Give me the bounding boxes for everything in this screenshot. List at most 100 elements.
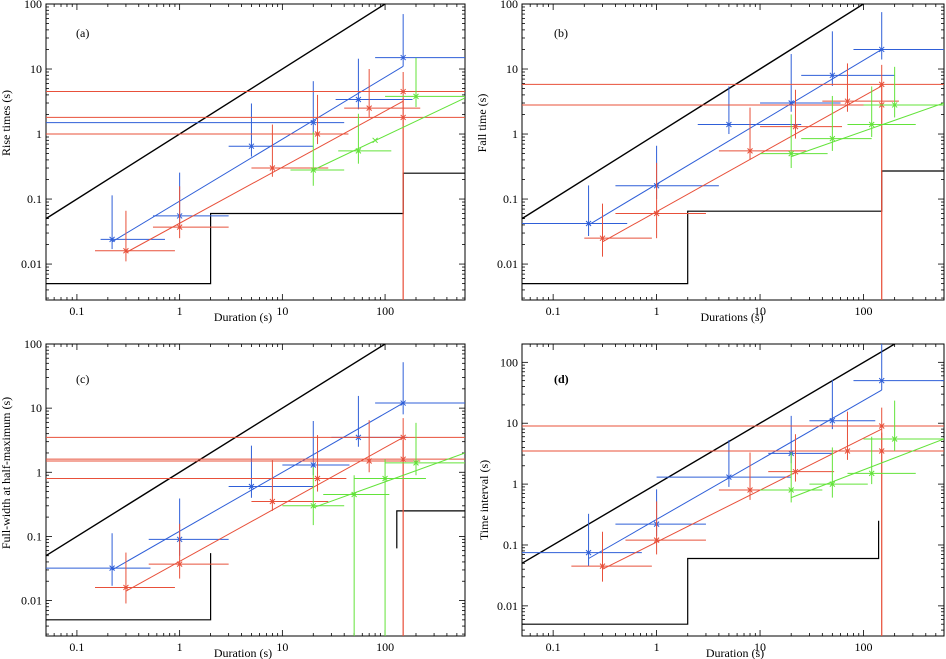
- point-marker: [355, 96, 362, 103]
- y-tick-label: 10: [30, 401, 42, 415]
- data-point: [697, 86, 802, 135]
- data-point: [615, 162, 706, 239]
- series-red: [46, 418, 465, 636]
- data-point: [95, 210, 175, 262]
- point-marker: [372, 137, 378, 144]
- data-point: [801, 95, 872, 151]
- y-tick-label: 0.01: [497, 599, 518, 613]
- panel-tag-b: (b): [554, 26, 568, 40]
- y-axis-label-d: Time interval (s): [477, 460, 491, 540]
- x-axis-label-c: Duration (s): [214, 646, 272, 659]
- point-marker: [400, 88, 407, 95]
- panel-a: Duration (s) Rise times (s) (a) 0.1 1 10 10…: [0, 0, 466, 324]
- reference-line: [522, 344, 897, 564]
- series-red: [46, 69, 465, 300]
- y-tick-label: 100: [500, 0, 518, 11]
- point-marker: [653, 537, 660, 544]
- point-marker: [123, 584, 129, 591]
- data-point: [863, 66, 944, 118]
- fit-line: [602, 428, 882, 570]
- fit-line: [313, 452, 465, 509]
- point-marker: [585, 549, 592, 556]
- series-green: [760, 400, 944, 503]
- x-tick-label: 0.1: [69, 304, 84, 318]
- point-marker: [109, 565, 115, 571]
- data-point: [95, 552, 175, 604]
- reference-line: [522, 4, 865, 220]
- point-marker: [314, 475, 321, 482]
- data-point: [335, 58, 413, 110]
- panel-b: Durations (s) Fall time (s) (b) 0.1 1 10 10…: [475, 0, 945, 324]
- point-marker: [413, 93, 419, 100]
- point-marker: [878, 423, 885, 429]
- series-green: [282, 422, 465, 636]
- data-point: [282, 467, 345, 526]
- data-point: [847, 86, 916, 138]
- point-marker: [792, 123, 799, 130]
- fit-line: [125, 436, 404, 592]
- data-point: [323, 475, 390, 636]
- x-tick-label: 1: [177, 640, 183, 654]
- data-point: [354, 459, 426, 636]
- data-point: [522, 513, 642, 567]
- reference-line: [46, 4, 387, 220]
- series-green: [290, 57, 465, 186]
- data-point: [46, 435, 347, 492]
- axis-ticks: [521, 3, 945, 300]
- series-blue: [46, 14, 465, 250]
- point-marker: [400, 400, 407, 406]
- point-marker: [310, 502, 317, 509]
- point-marker: [269, 498, 276, 505]
- series-blue: [46, 362, 465, 586]
- data-point: [853, 344, 944, 391]
- point-marker: [788, 487, 795, 493]
- x-tick-label: 0.1: [69, 640, 84, 654]
- y-tick-label: 0.1: [27, 192, 42, 206]
- fit-line: [602, 85, 882, 243]
- data-point: [46, 420, 421, 473]
- plot-area: [46, 344, 465, 636]
- point-marker: [829, 72, 836, 79]
- threshold-line: [396, 510, 465, 549]
- data-point: [375, 362, 465, 415]
- series-red: [522, 63, 944, 300]
- point-marker: [747, 487, 753, 493]
- data-point: [571, 531, 652, 582]
- point-marker: [176, 224, 183, 230]
- data-point: [46, 94, 349, 145]
- y-tick-label: 1: [36, 465, 42, 479]
- point-marker: [176, 561, 183, 567]
- point-marker: [792, 468, 799, 475]
- point-marker: [109, 236, 115, 243]
- fit-line: [125, 100, 404, 254]
- point-marker: [829, 135, 836, 142]
- plot-area: [46, 4, 465, 300]
- y-tick-label: 0.1: [503, 538, 518, 552]
- point-marker: [653, 210, 660, 217]
- data-point: [46, 533, 151, 586]
- point-marker: [413, 460, 419, 466]
- data-point: [656, 440, 792, 487]
- data-point: [375, 14, 465, 67]
- y-tick-label: 0.01: [497, 257, 518, 271]
- point-marker: [351, 491, 358, 498]
- point-marker: [366, 105, 373, 112]
- point-marker: [878, 377, 885, 384]
- point-marker: [599, 235, 606, 242]
- data-point: [718, 107, 807, 160]
- data-point: [46, 418, 465, 636]
- point-marker: [310, 119, 317, 126]
- y-tick-label: 0.1: [27, 529, 42, 543]
- panel-tag-d: (d): [554, 372, 569, 386]
- data-point: [768, 434, 835, 482]
- series-blue: [522, 344, 944, 567]
- point-marker: [747, 148, 753, 154]
- x-tick-label: 100: [376, 640, 394, 654]
- y-tick-label: 100: [24, 337, 42, 351]
- data-point: [768, 415, 833, 464]
- y-tick-label: 0.01: [21, 257, 42, 271]
- x-tick-label: 100: [376, 304, 394, 318]
- y-tick-label: 1: [512, 127, 518, 141]
- point-marker: [726, 474, 732, 481]
